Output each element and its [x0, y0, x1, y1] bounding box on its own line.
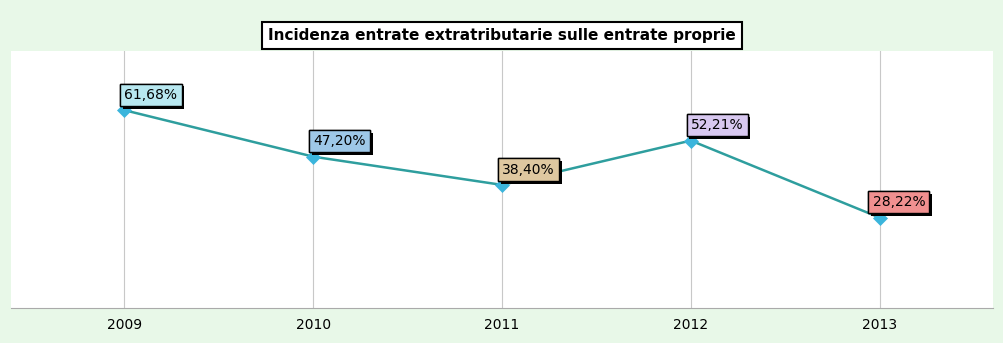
- Text: 38,40%: 38,40%: [502, 163, 554, 177]
- Text: 38,40%: 38,40%: [505, 165, 557, 179]
- Text: 28,22%: 28,22%: [872, 195, 925, 209]
- Title: Incidenza entrate extratributarie sulle entrate proprie: Incidenza entrate extratributarie sulle …: [268, 28, 735, 43]
- Text: 38,40%: 38,40%: [502, 163, 554, 177]
- Text: 52,21%: 52,21%: [693, 121, 745, 135]
- Text: 52,21%: 52,21%: [690, 118, 742, 132]
- Text: 47,20%: 47,20%: [316, 137, 368, 151]
- Text: 52,21%: 52,21%: [690, 118, 742, 132]
- Text: 61,68%: 61,68%: [127, 91, 180, 105]
- Text: 47,20%: 47,20%: [313, 134, 365, 148]
- Text: 61,68%: 61,68%: [124, 88, 178, 102]
- Text: 28,22%: 28,22%: [872, 195, 925, 209]
- Text: 47,20%: 47,20%: [313, 134, 365, 148]
- Text: 61,68%: 61,68%: [124, 88, 178, 102]
- Text: 28,22%: 28,22%: [875, 198, 927, 212]
